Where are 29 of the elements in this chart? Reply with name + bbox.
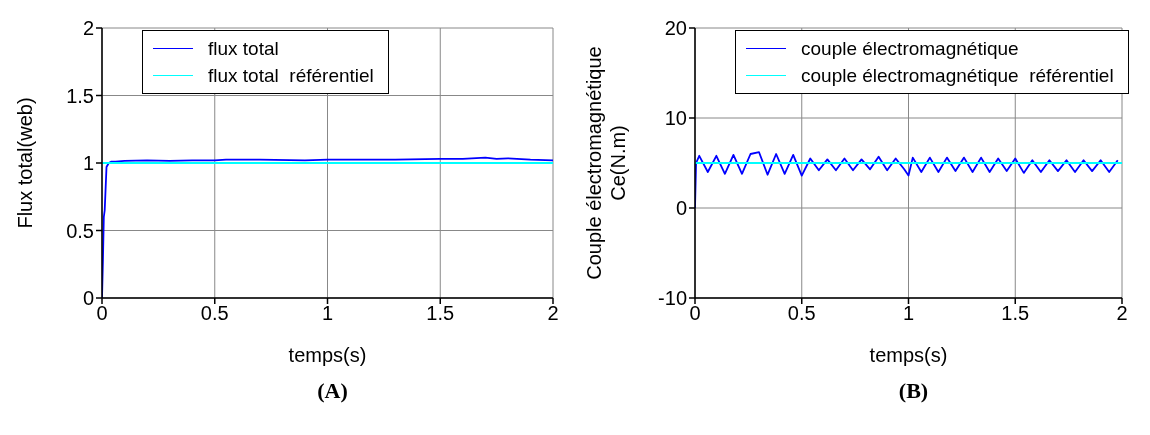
legend-label: couple électromagnétique [801,37,1019,60]
y-tick-label: 0 [82,287,94,310]
y-tick-label: 20 [664,17,687,40]
x-tick-label: 1 [902,302,915,325]
x-tick-label: 1.5 [1001,302,1030,325]
x-tick-label: 0 [96,302,108,325]
x-tick-label: 2 [547,302,559,325]
y-tick-label: 10 [664,107,687,130]
x-tick-label: 0 [689,302,701,325]
x-axis-title: temps(s) [869,344,948,366]
x-tick-label: 1.5 [426,302,455,325]
y-tick-label: 2 [82,17,94,40]
text: (A) [316,378,349,404]
x-tick-label: 0.5 [787,302,816,325]
legend-label: flux total [208,37,279,60]
y-tick-label: 0.5 [66,219,94,242]
legend-label: flux total référentiel [208,64,374,87]
x-tick-label: 0.5 [200,302,229,325]
y-tick-label: 1.5 [66,84,94,107]
y-axis-title: Couple électromagnétique Ce(N.m) [583,46,629,280]
x-tick-label: 2 [1116,302,1128,325]
y-tick-label: 0 [675,197,687,220]
y-tick-label: -10 [658,287,687,310]
y-axis-title: Flux total(web) [14,97,36,229]
x-tick-label: 1 [321,302,334,325]
y-tick-label: 1 [82,152,94,175]
x-axis-title: temps(s) [288,344,367,366]
legend-label: couple électromagnétique référentiel [801,64,1114,87]
text: (B) [897,378,930,404]
